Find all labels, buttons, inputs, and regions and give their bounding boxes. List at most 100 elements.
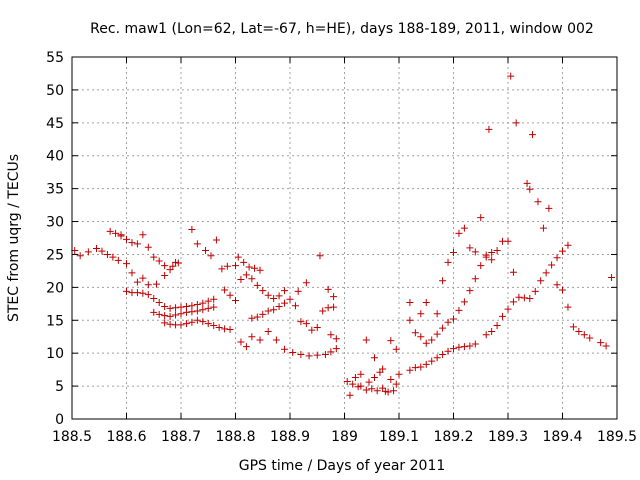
data-point (161, 319, 169, 327)
data-point (411, 329, 419, 337)
data-point (482, 331, 490, 339)
data-point (507, 72, 515, 80)
data-point (139, 289, 147, 297)
data-point (291, 302, 299, 310)
data-point (289, 349, 297, 357)
y-tick-label: 40 (46, 149, 64, 165)
data-point (207, 252, 215, 260)
data-point (188, 318, 196, 326)
data-point (392, 380, 400, 388)
data-point (520, 294, 528, 302)
data-point (172, 311, 180, 319)
data-point (245, 263, 253, 271)
data-point (477, 214, 485, 222)
y-tick-label: 0 (55, 412, 64, 428)
data-point (133, 289, 141, 297)
data-point (272, 336, 280, 344)
data-point (202, 247, 210, 255)
data-point (433, 310, 441, 318)
data-point (346, 391, 354, 399)
data-point (193, 316, 201, 324)
data-point (286, 295, 294, 303)
data-point (275, 292, 283, 300)
data-point (488, 248, 496, 256)
data-point (297, 350, 305, 358)
data-point (313, 351, 321, 359)
data-point (411, 364, 419, 372)
data-point (428, 357, 436, 365)
data-point (150, 308, 158, 316)
data-point (210, 322, 218, 330)
y-tick-label: 25 (46, 247, 64, 263)
data-point (256, 266, 264, 274)
data-points (71, 72, 616, 399)
data-point (210, 303, 218, 311)
data-point (509, 268, 517, 276)
data-point (504, 305, 512, 313)
data-point (106, 227, 114, 235)
data-point (433, 330, 441, 338)
data-point (188, 225, 196, 233)
data-point (586, 334, 594, 342)
data-point (466, 342, 474, 350)
data-point (166, 312, 174, 320)
data-point (133, 278, 141, 286)
data-point (439, 277, 447, 285)
data-point (297, 318, 305, 326)
data-point (439, 350, 447, 358)
data-point (422, 339, 430, 347)
x-tick-label: 189.5 (597, 429, 637, 445)
data-point (324, 285, 332, 293)
data-point (406, 299, 414, 307)
data-point (417, 333, 425, 341)
data-point (545, 204, 553, 212)
data-point (368, 385, 376, 393)
data-point (199, 318, 207, 326)
data-point (417, 363, 425, 371)
data-point (294, 287, 302, 295)
data-point (349, 380, 357, 388)
data-point (240, 258, 248, 266)
data-point (392, 345, 400, 353)
data-point (460, 343, 468, 351)
data-point (218, 265, 226, 273)
data-point (542, 269, 550, 277)
data-point (406, 366, 414, 374)
data-point (460, 298, 468, 306)
data-point (515, 293, 523, 301)
data-point (177, 310, 185, 318)
data-point (509, 298, 517, 306)
data-point (177, 321, 185, 329)
data-point (199, 299, 207, 307)
chart-title: Rec. maw1 (Lon=62, Lat=-67, h=HE), days … (90, 21, 594, 37)
data-point (387, 376, 395, 384)
data-point (253, 313, 261, 321)
data-point (302, 279, 310, 287)
y-tick-label: 30 (46, 215, 64, 231)
data-point (93, 245, 101, 253)
data-point (553, 281, 561, 289)
y-tick-label: 35 (46, 182, 64, 198)
data-point (76, 252, 84, 260)
data-point (450, 248, 457, 256)
data-point (559, 247, 566, 255)
x-tick-labels: 188.5 188.6 188.7 188.8 188.9 189 189.1 189.2 18… (52, 429, 637, 445)
y-tick-labels: 0 5 10 15 20 25 30 35 40 45 50 55 (46, 50, 64, 428)
data-point (330, 293, 338, 301)
data-point (98, 247, 106, 255)
data-point (444, 258, 452, 266)
data-point (362, 386, 370, 394)
data-point (553, 254, 561, 262)
data-point (182, 308, 190, 316)
data-point (84, 248, 92, 256)
data-point (559, 286, 566, 294)
data-point (321, 350, 329, 358)
data-point (221, 325, 229, 333)
data-point (109, 253, 117, 261)
data-point (256, 336, 264, 344)
data-point (150, 295, 158, 303)
x-tick-label: 188.8 (215, 429, 255, 445)
data-point (281, 299, 289, 307)
data-point (128, 269, 136, 277)
